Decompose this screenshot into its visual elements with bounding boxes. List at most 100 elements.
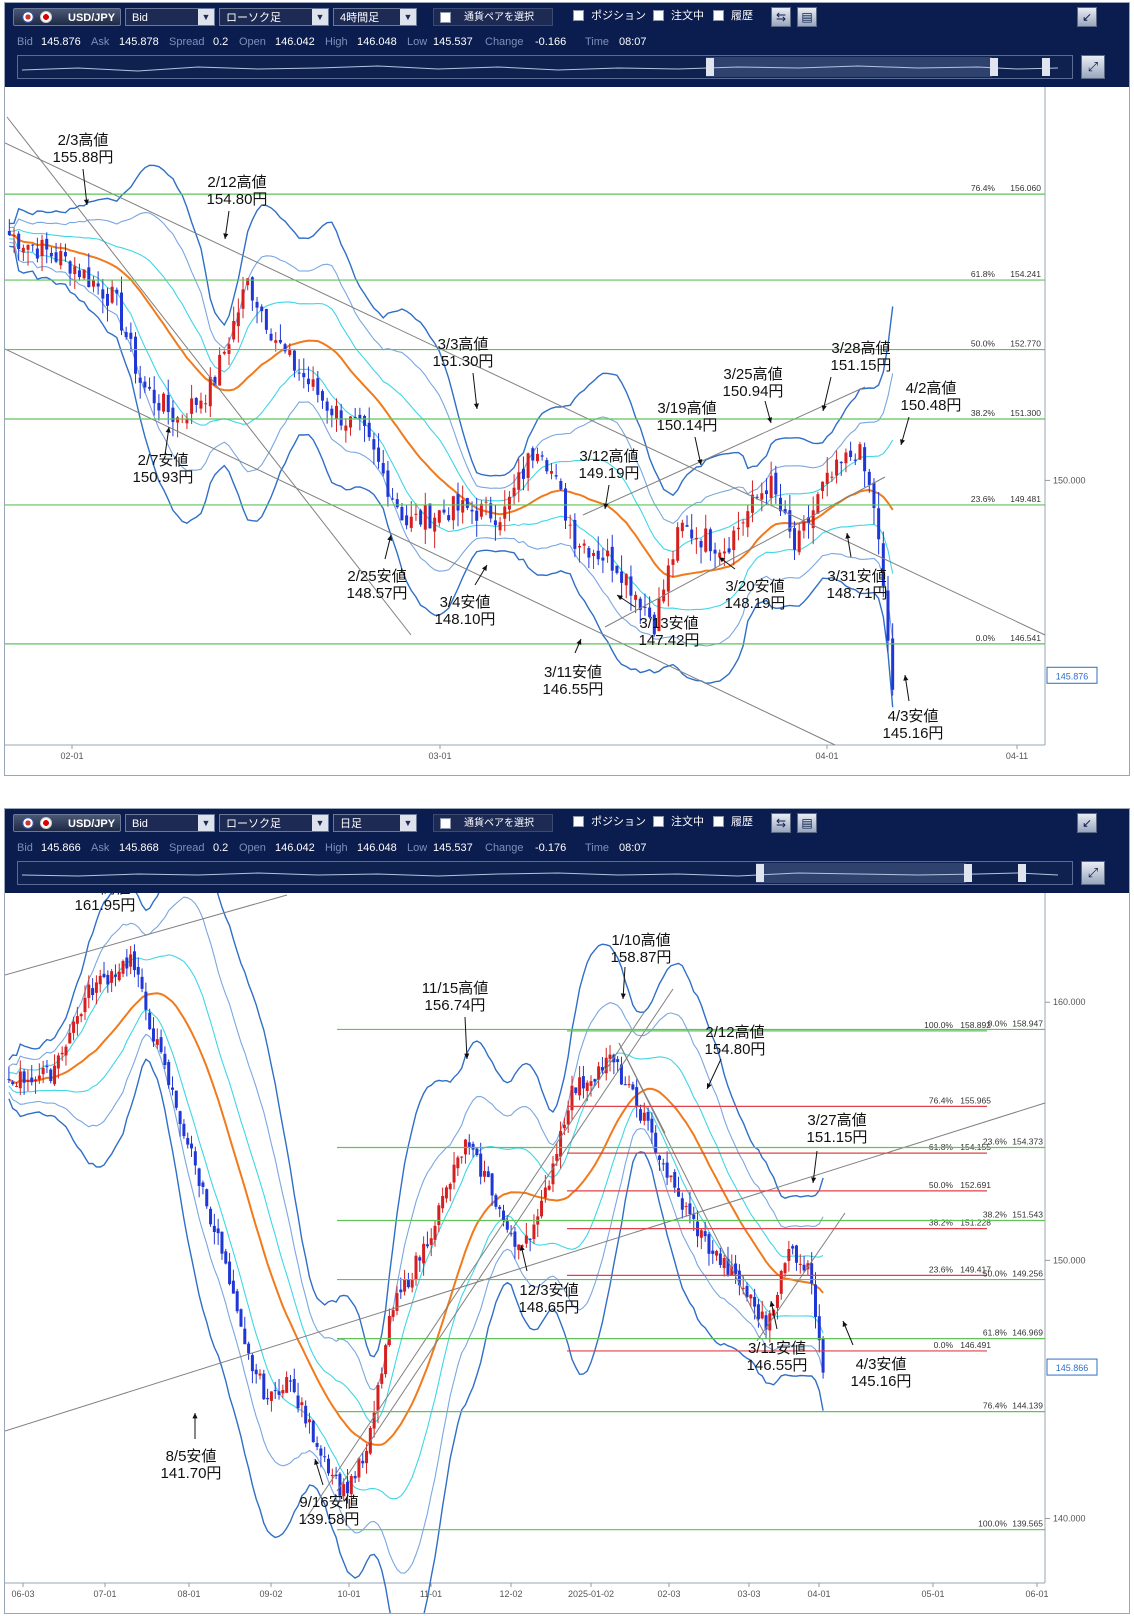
change-label: Change xyxy=(485,36,524,48)
chevron-down-icon: ▼ xyxy=(312,815,328,831)
expand-button[interactable]: ⤢ xyxy=(1081,55,1105,79)
chart-type-value: ローソク足 xyxy=(226,12,281,24)
candle-body xyxy=(425,1244,429,1247)
price-chart-daily[interactable]: 160.000 150.000 140.000 145.866 06-03 07-01 08… xyxy=(5,893,1129,1613)
window-button[interactable]: ▤ xyxy=(797,7,817,27)
chart-navigator-scrollbar[interactable] xyxy=(17,861,1073,885)
expand-button[interactable]: ⤢ xyxy=(1081,861,1105,885)
pair-select-checkbox[interactable] xyxy=(440,12,451,23)
chart-type-dropdown[interactable]: ローソク足 ▼ xyxy=(219,814,329,832)
candle-body xyxy=(433,517,437,532)
candle-body xyxy=(197,1168,201,1186)
candle-body xyxy=(665,1162,669,1178)
symbol-selector[interactable]: USD/JPY xyxy=(13,814,121,832)
position-checkbox[interactable] xyxy=(573,816,584,827)
candle xyxy=(526,452,530,491)
orders-checkbox[interactable] xyxy=(653,816,664,827)
candle-body xyxy=(863,447,867,472)
candle xyxy=(447,507,451,522)
candle xyxy=(615,565,619,575)
candle-body xyxy=(676,527,680,561)
candle xyxy=(349,1473,353,1507)
candle xyxy=(262,1369,266,1401)
candle-body xyxy=(148,1012,152,1030)
price-type-dropdown[interactable]: Bid ▼ xyxy=(125,814,215,832)
candle xyxy=(684,1202,688,1217)
candle xyxy=(152,376,156,416)
candle-body xyxy=(60,1052,64,1055)
candle xyxy=(399,1277,403,1299)
chart-tool-button[interactable]: ⇆ xyxy=(771,7,791,27)
fibonacci-percent-label: 100.0% xyxy=(978,1519,1007,1529)
candle xyxy=(7,1066,11,1083)
candle-body xyxy=(627,1084,631,1086)
candle-body xyxy=(124,332,128,338)
annotation-price: 158.87円 xyxy=(611,949,672,966)
candle-body xyxy=(115,289,119,294)
candle-body xyxy=(726,1258,730,1276)
pair-select-button[interactable]: 通貨ペアを選択 xyxy=(433,8,553,26)
candle xyxy=(357,1457,361,1482)
candle-body xyxy=(231,1280,235,1294)
spread-value: 0.2 xyxy=(213,842,229,854)
minimize-button[interactable]: ↙ xyxy=(1077,813,1097,833)
window-button[interactable]: ▤ xyxy=(797,813,817,833)
candle xyxy=(326,1454,330,1476)
candle xyxy=(296,1382,300,1413)
timeframe-dropdown[interactable]: 日足 ▼ xyxy=(333,814,417,832)
candle-body xyxy=(209,1208,213,1225)
bollinger-band-3sd-upper xyxy=(8,893,824,1358)
candle xyxy=(330,405,334,428)
position-checkbox[interactable] xyxy=(573,10,584,21)
pair-select-checkbox[interactable] xyxy=(440,818,451,829)
candle-body xyxy=(441,1195,445,1209)
chart-tool-button[interactable]: ⇆ xyxy=(771,813,791,833)
candle xyxy=(690,513,694,545)
chart-type-dropdown[interactable]: ローソク足 ▼ xyxy=(219,8,329,26)
candle xyxy=(760,1300,764,1320)
candle xyxy=(22,1068,26,1095)
chart-navigator-scrollbar[interactable] xyxy=(17,55,1073,79)
timeframe-dropdown[interactable]: 4時間足 ▼ xyxy=(333,8,417,26)
candle xyxy=(624,573,628,599)
candle xyxy=(11,1080,15,1086)
candle xyxy=(685,515,689,527)
candle-body xyxy=(779,1270,783,1294)
candle xyxy=(699,538,703,564)
orders-checkbox[interactable] xyxy=(653,10,664,21)
price-type-dropdown[interactable]: Bid ▼ xyxy=(125,8,215,26)
candle-body xyxy=(391,1310,395,1317)
candle xyxy=(507,491,511,522)
symbol-selector[interactable]: USD/JPY xyxy=(13,8,121,26)
navigator-sparkline xyxy=(21,863,1059,883)
candle xyxy=(235,1288,239,1314)
candle xyxy=(727,536,731,555)
candle-body xyxy=(101,289,105,299)
candle xyxy=(521,1244,525,1248)
history-checkbox[interactable] xyxy=(713,816,724,827)
history-checkbox[interactable] xyxy=(713,10,724,21)
candle xyxy=(367,407,371,441)
candle xyxy=(627,1075,631,1088)
candle-body xyxy=(105,293,109,306)
candle xyxy=(185,413,189,430)
annotation-arrowhead xyxy=(223,233,229,239)
candle xyxy=(106,970,110,993)
candle xyxy=(597,1061,601,1089)
candle-body xyxy=(513,1231,517,1247)
candle-body xyxy=(699,540,703,548)
price-chart-4h[interactable]: 150.000 145.876 02-01 03-01 04-01 04-11 76.4% 1… xyxy=(5,87,1129,775)
candle-body xyxy=(521,468,525,479)
minimize-button[interactable]: ↙ xyxy=(1077,7,1097,27)
candle xyxy=(342,1478,346,1502)
candle xyxy=(17,231,21,261)
pair-select-button[interactable]: 通貨ペアを選択 xyxy=(433,814,553,832)
candle-body xyxy=(456,1157,460,1169)
annotation-date: 3/3高値 xyxy=(438,336,489,353)
candle-body xyxy=(825,472,829,484)
candle-body xyxy=(201,1182,205,1187)
candle-body xyxy=(334,1474,338,1476)
annotation-price: 148.19円 xyxy=(725,595,786,612)
